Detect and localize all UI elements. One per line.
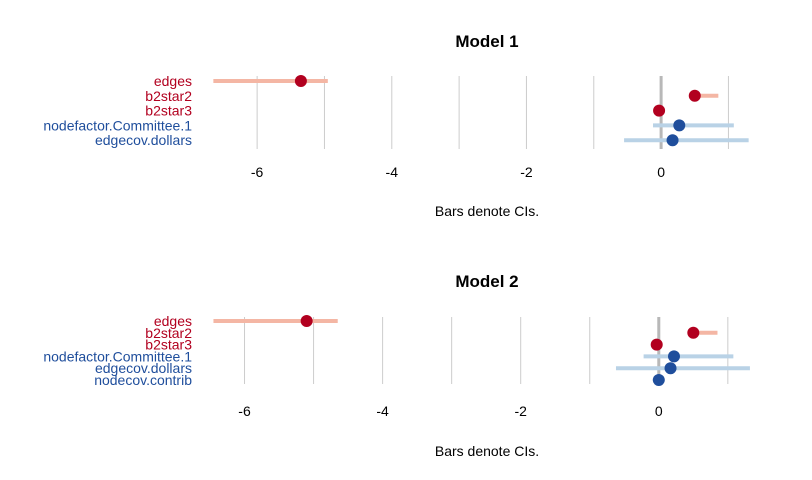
x-tick-label: -6 xyxy=(238,403,251,419)
term-label: b2star2 xyxy=(145,88,192,104)
term-label: nodefactor.Committee.1 xyxy=(43,117,192,133)
x-axis-label: Bars denote CIs. xyxy=(435,443,539,459)
term-label: nodefactor.Committee.1 xyxy=(43,348,192,364)
term-label: b2star3 xyxy=(145,337,192,353)
estimate-point xyxy=(664,362,677,375)
estimate-point xyxy=(687,326,700,339)
term-label: edgecov.dollars xyxy=(95,360,192,376)
estimate-point xyxy=(667,350,680,363)
estimate-point xyxy=(294,75,307,87)
estimate-point xyxy=(688,89,701,102)
term-label: edgecov.dollars xyxy=(95,132,192,148)
term-label: b2star3 xyxy=(145,103,192,119)
x-axis-label: Bars denote CIs. xyxy=(435,203,539,219)
term-label: b2star2 xyxy=(145,325,192,341)
estimate-point xyxy=(300,315,313,327)
x-tick-label: -2 xyxy=(520,164,533,180)
term-label: edges xyxy=(154,313,192,329)
x-tick-label: -2 xyxy=(514,403,527,419)
estimate-point xyxy=(653,104,666,117)
estimate-point xyxy=(666,134,679,147)
estimate-point xyxy=(652,374,665,386)
panel-title: Model 2 xyxy=(455,272,518,291)
x-tick-label: -4 xyxy=(376,403,389,419)
estimate-point xyxy=(673,119,686,132)
x-tick-label: -6 xyxy=(251,164,264,180)
panel-title: Model 1 xyxy=(455,32,518,51)
x-tick-label: 0 xyxy=(655,403,663,419)
x-tick-label: 0 xyxy=(657,164,665,180)
x-tick-label: -4 xyxy=(386,164,399,180)
term-label: edges xyxy=(154,73,192,89)
term-label: nodecov.contrib xyxy=(94,372,192,388)
estimate-point xyxy=(650,338,663,351)
